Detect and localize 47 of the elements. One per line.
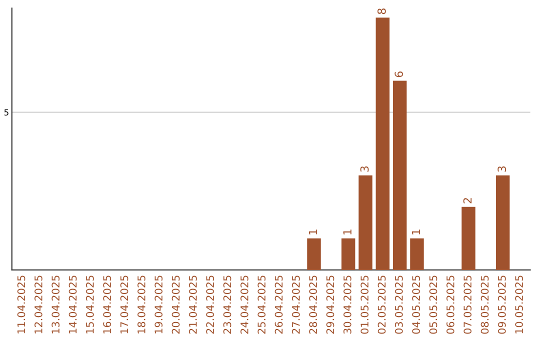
x-tick-label: 25.04.2025 — [258, 276, 266, 334]
x-tick-label: 09.05.2025 — [498, 276, 506, 334]
bar — [341, 238, 356, 270]
x-tick-label: 05.05.2025 — [429, 276, 438, 334]
x-tick-label: 15.04.2025 — [86, 276, 94, 334]
x-tick-label: 26.04.2025 — [274, 276, 283, 334]
x-tick-label: 12.04.2025 — [34, 276, 42, 334]
x-tick-label: 28.04.2025 — [309, 276, 318, 334]
data-label: 1 — [343, 230, 352, 234]
bar — [392, 80, 407, 270]
data-label: 2 — [463, 198, 472, 204]
x-tick-label: 17.04.2025 — [120, 276, 128, 334]
bar — [496, 175, 510, 270]
x-tick-label: 07.05.2025 — [464, 276, 472, 334]
bar — [462, 206, 476, 270]
x-tick-label: 14.04.2025 — [68, 276, 77, 334]
data-label: 8 — [377, 8, 386, 14]
x-tick-label: 20.04.2025 — [172, 276, 180, 334]
x-tick-label: 22.04.2025 — [206, 276, 214, 334]
bar — [307, 238, 321, 270]
y-tick-label: 5 — [4, 109, 8, 116]
x-tick-label: 10.05.2025 — [515, 276, 524, 334]
x-tick-label: 23.04.2025 — [223, 276, 232, 334]
x-tick-label: 24.04.2025 — [240, 276, 248, 334]
bar — [410, 238, 424, 270]
x-tick-label: 04.05.2025 — [412, 276, 420, 334]
x-tick-label: 03.05.2025 — [394, 276, 403, 334]
data-label: 3 — [360, 166, 369, 172]
x-tick-label: 27.04.2025 — [292, 276, 300, 334]
x-tick-label: 02.05.2025 — [378, 276, 386, 334]
data-label: 3 — [498, 166, 506, 172]
x-tick-label: 19.04.2025 — [154, 276, 163, 334]
x-tick-label: 06.05.2025 — [446, 276, 454, 334]
data-label: 1 — [308, 230, 318, 234]
data-label: 1 — [412, 230, 420, 234]
x-tick-label: 13.04.2025 — [52, 276, 60, 334]
x-tick-label: 30.04.2025 — [343, 276, 352, 334]
x-tick-label: 21.04.2025 — [188, 276, 197, 334]
x-tick-label: 01.05.2025 — [360, 276, 369, 334]
x-tick-label: 29.04.2025 — [326, 276, 334, 334]
bar — [358, 175, 372, 270]
data-label: 6 — [394, 72, 404, 78]
x-tick-label: 08.05.2025 — [480, 276, 489, 334]
x-tick-label: 16.04.2025 — [103, 276, 112, 334]
x-tick-label: 18.04.2025 — [137, 276, 146, 334]
x-tick-label: 11.04.2025 — [17, 276, 26, 334]
bar — [376, 18, 390, 270]
